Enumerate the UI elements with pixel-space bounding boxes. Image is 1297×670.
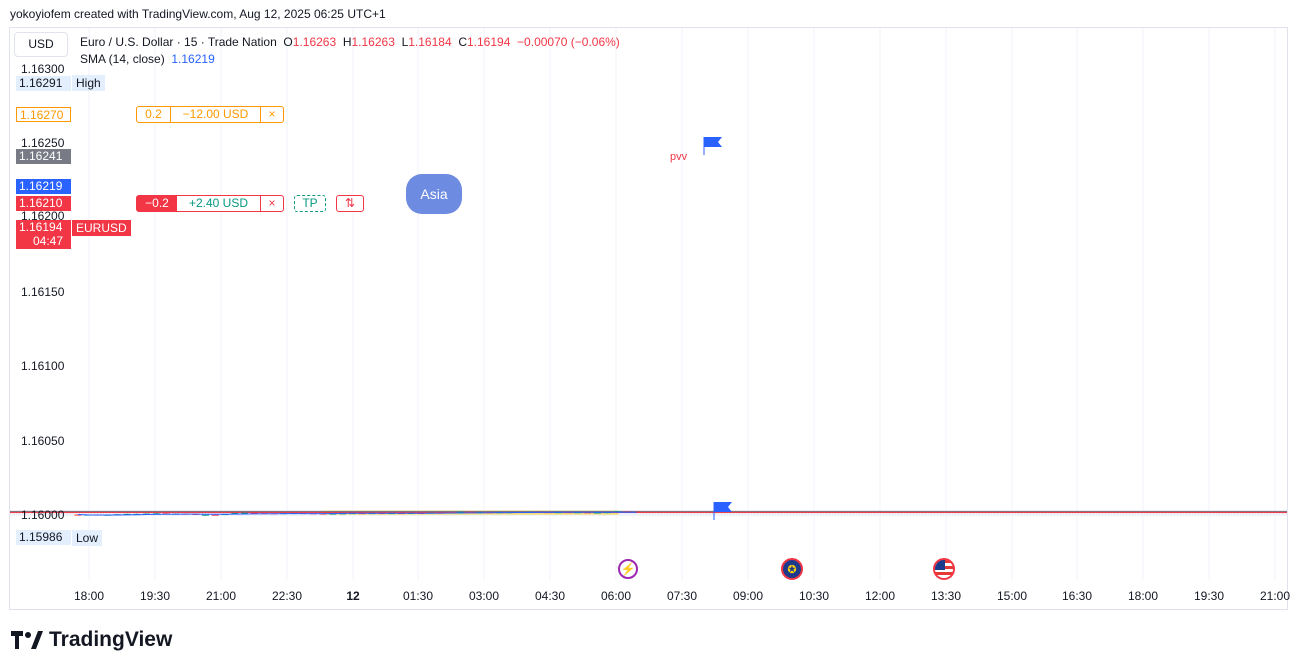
symbol-tag: EURUSD [72, 220, 131, 236]
time-axis-label: 01:30 [402, 589, 434, 603]
sma-legend[interactable]: SMA (14, close) 1.16219 [80, 52, 215, 66]
sma-value: 1.16219 [171, 52, 215, 66]
candle-body [329, 513, 337, 515]
countdown: 04:47 [33, 234, 64, 248]
time-axis-label: 10:30 [798, 589, 830, 603]
time-axis-label: 12 [346, 589, 360, 603]
reverse-button[interactable]: ⇅ [336, 195, 364, 212]
time-axis-label: 13:30 [930, 589, 962, 603]
time-axis-label: 18:00 [1127, 589, 1159, 603]
stop-loss-pill[interactable]: −0.2 +2.40 USD × [136, 195, 284, 212]
time-axis-label: 19:30 [139, 589, 171, 603]
tradingview-logo: TradingView [11, 628, 172, 652]
time-axis-label: 09:00 [732, 589, 764, 603]
tp-amount: −12.00 USD [171, 107, 261, 122]
currency-button[interactable]: USD [14, 32, 68, 57]
price-axis-label: 1.16200 [21, 209, 65, 223]
sl-amount: +2.40 USD [177, 196, 261, 211]
gray-level-tag[interactable]: 1.16241 [16, 149, 71, 164]
high-price: 1.16291 [19, 76, 63, 90]
pivot-label: pvv [670, 151, 688, 163]
high-label: H [342, 35, 352, 49]
candle-body [593, 512, 601, 514]
candle-body [211, 514, 219, 516]
us-flag-event-icon[interactable] [933, 558, 955, 580]
change-value: −0.00070 (−0.06%) [517, 35, 620, 49]
chart-frame [9, 27, 1288, 610]
high-tag: 1.16291 [16, 76, 71, 91]
time-axis-label: 06:00 [600, 589, 632, 603]
sma-polyline [77, 511, 637, 516]
lightning-event-icon[interactable]: ⚡ [618, 559, 638, 579]
time-axis-label: 15:00 [996, 589, 1028, 603]
time-axis-label: 07:30 [666, 589, 698, 603]
sma-label: SMA (14, close) [80, 52, 165, 66]
chart-annotations [703, 137, 732, 520]
orange-level-tag[interactable]: 1.16270 [16, 107, 71, 122]
candle-body [584, 512, 592, 514]
time-axis-label: 16:30 [1061, 589, 1093, 603]
flag-icon [714, 502, 732, 512]
low-tag: 1.15986 [16, 530, 71, 545]
close-value: 1.16194 [466, 35, 511, 49]
candle-body [152, 513, 160, 515]
low-label: L [401, 35, 409, 49]
time-axis-label: 12:00 [864, 589, 896, 603]
open-value: 1.16263 [292, 35, 337, 49]
low-price: 1.15986 [19, 530, 63, 544]
eu-flag-event-icon[interactable]: ✪ [781, 558, 803, 580]
time-axis-label: 03:00 [468, 589, 500, 603]
last-price: 1.16194 [19, 220, 63, 234]
price-axis-label: 1.16150 [21, 285, 65, 299]
price-axis-label: 1.16250 [21, 136, 65, 150]
high-text: High [72, 75, 105, 91]
last-price-tag: 1.16194 04:47 [16, 220, 71, 249]
time-axis-label: 22:30 [271, 589, 303, 603]
close-label: C [458, 35, 467, 49]
time-axis-label: 18:00 [73, 589, 105, 603]
asia-session-label[interactable]: Asia [406, 174, 462, 214]
time-axis-label: 21:00 [205, 589, 237, 603]
candle-body [250, 512, 258, 514]
candle-body [466, 511, 474, 513]
time-axis-label: 21:00 [1259, 589, 1291, 603]
time-axis-label: 04:30 [534, 589, 566, 603]
horizontal-levels [10, 510, 1287, 514]
candle-body [231, 512, 239, 515]
price-axis-label: 1.16000 [21, 508, 65, 522]
candle-body [456, 511, 464, 513]
price-axis-label: 1.16300 [21, 62, 65, 76]
candle-body [241, 512, 249, 514]
time-axis-label: 19:30 [1193, 589, 1225, 603]
price-axis-label: 1.16050 [21, 434, 65, 448]
take-profit-pill[interactable]: 0.2 −12.00 USD × [136, 106, 284, 123]
flag-icon [704, 137, 722, 147]
red-level-tag[interactable]: 1.16210 [16, 196, 71, 211]
symbol-title[interactable]: Euro / U.S. Dollar · 15 · Trade Nation [80, 35, 277, 49]
candle-body [201, 514, 209, 516]
sma-level-tag: 1.16219 [16, 179, 71, 194]
open-label: O [283, 35, 293, 49]
chart-caption: yokoyiofem created with TradingView.com,… [10, 7, 386, 21]
sma-line [77, 511, 637, 516]
high-value: 1.16263 [351, 35, 395, 49]
sl-close-icon[interactable]: × [268, 196, 276, 210]
price-axis-label: 1.16100 [21, 359, 65, 373]
tp-button[interactable]: TP [294, 195, 326, 212]
candle-body [74, 514, 82, 516]
tradingview-logo-icon [11, 631, 43, 649]
tp-ratio: 0.2 [137, 107, 171, 122]
low-text: Low [72, 530, 103, 546]
tp-close-icon[interactable]: × [268, 107, 276, 121]
sl-ratio: −0.2 [137, 196, 177, 211]
low-value: 1.16184 [408, 35, 452, 49]
symbol-legend: Euro / U.S. Dollar · 15 · Trade Nation O… [80, 35, 620, 49]
